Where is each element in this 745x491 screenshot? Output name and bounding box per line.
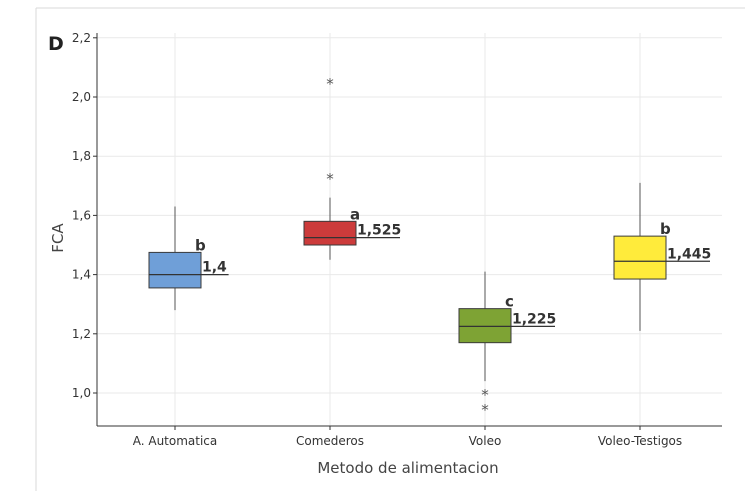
significance-letter: b — [660, 220, 671, 238]
outlier-point: * — [326, 75, 334, 93]
y-tick-label: 1,8 — [72, 149, 91, 163]
y-tick-label: 1,0 — [72, 386, 91, 400]
y-tick-label: 1,6 — [72, 208, 91, 222]
significance-letter: a — [350, 205, 360, 223]
box-group: b 1,445 — [613, 182, 711, 331]
axis-layer: 1,0 1,2 1,4 1,6 1,8 2,0 2,2 A. Automatica Comede… — [72, 31, 722, 448]
x-tick-label: A. Automatica — [133, 434, 218, 448]
median-value-label: 1,4 — [202, 260, 227, 276]
box-iqr — [613, 235, 667, 280]
outlier-point: * — [481, 386, 489, 404]
y-tick-label: 1,4 — [72, 268, 91, 282]
median-value-label: 1,225 — [512, 311, 556, 327]
y-axis-title: FCA — [49, 223, 67, 253]
median-value-label: 1,525 — [357, 223, 401, 239]
x-tick-label: Voleo — [469, 434, 502, 448]
x-axis-title: Metodo de alimentacion — [317, 459, 498, 477]
y-tick-label: 1,2 — [72, 327, 91, 341]
significance-letter: c — [505, 293, 514, 311]
outlier-point: * — [481, 401, 489, 419]
box-group: * * a1,525 — [303, 75, 401, 260]
box-group: ** c1,225 — [458, 271, 556, 419]
panel-label: D — [48, 33, 64, 55]
median-value-label: 1,445 — [667, 246, 711, 262]
y-tick-label: 2,2 — [72, 31, 91, 45]
outlier-point: * — [326, 170, 334, 188]
box-iqr — [148, 251, 202, 289]
box-iqr — [303, 220, 357, 246]
grid-layer — [97, 33, 722, 426]
x-tick-label: Voleo-Testigos — [598, 434, 682, 448]
x-tick-label: Comederos — [296, 434, 364, 448]
y-tick-label: 2,0 — [72, 90, 91, 104]
box-iqr — [458, 308, 512, 344]
box-group: b 1,4 — [148, 206, 229, 311]
significance-letter: b — [195, 236, 206, 254]
